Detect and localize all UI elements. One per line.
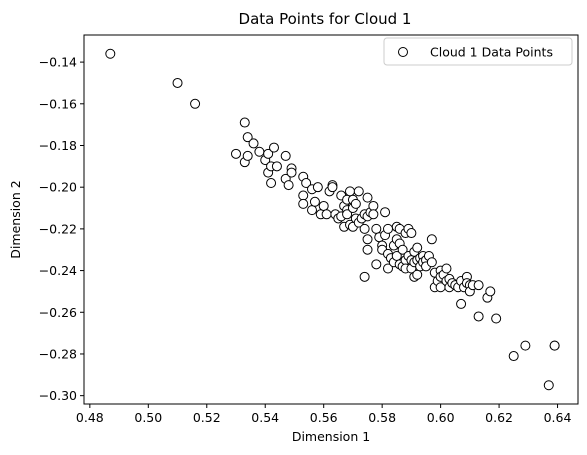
x-tick-label: 0.56 bbox=[310, 410, 338, 425]
data-point bbox=[485, 286, 496, 297]
data-point bbox=[312, 182, 323, 193]
x-axis-ticks: 0.48 0.50 0.52 0.54 0.56 0.58 0.60 0.62 0.64 bbox=[76, 404, 572, 425]
data-point bbox=[371, 223, 382, 234]
data-point bbox=[520, 340, 531, 351]
data-point bbox=[263, 148, 274, 159]
data-point bbox=[426, 257, 437, 268]
data-point bbox=[283, 180, 294, 191]
x-tick-label: 0.64 bbox=[544, 410, 572, 425]
data-point bbox=[239, 117, 250, 128]
data-point bbox=[368, 209, 379, 220]
data-point bbox=[362, 192, 373, 203]
data-point bbox=[549, 340, 560, 351]
x-tick-label: 0.60 bbox=[427, 410, 455, 425]
data-point bbox=[254, 146, 265, 157]
data-point bbox=[359, 271, 370, 282]
data-point bbox=[362, 234, 373, 245]
data-point bbox=[269, 142, 279, 153]
y-axis-ticks: −0.14 −0.16 −0.18 −0.20 −0.22 −0.24 −0.26 −0.28… bbox=[39, 55, 84, 403]
data-point bbox=[266, 178, 277, 189]
data-point bbox=[508, 351, 519, 362]
y-tick-label: −0.22 bbox=[39, 221, 77, 236]
data-point bbox=[309, 196, 320, 207]
x-tick-label: 0.58 bbox=[368, 410, 396, 425]
data-point bbox=[359, 223, 370, 234]
y-tick-label: −0.30 bbox=[39, 388, 77, 403]
data-point bbox=[301, 178, 312, 189]
x-tick-label: 0.48 bbox=[76, 410, 104, 425]
y-tick-label: −0.20 bbox=[39, 180, 77, 195]
data-point bbox=[412, 242, 423, 253]
legend-label: Cloud 1 Data Points bbox=[430, 45, 553, 60]
y-axis-label: Dimension 2 bbox=[8, 180, 23, 258]
data-point bbox=[380, 207, 391, 218]
data-point bbox=[383, 263, 393, 274]
data-point bbox=[342, 209, 353, 220]
x-tick-label: 0.52 bbox=[193, 410, 221, 425]
y-tick-label: −0.26 bbox=[39, 305, 77, 320]
data-point bbox=[271, 161, 282, 172]
data-point bbox=[371, 259, 382, 270]
plot-area bbox=[83, 34, 579, 405]
x-tick-label: 0.50 bbox=[134, 410, 162, 425]
data-point bbox=[280, 150, 291, 161]
y-tick-label: −0.16 bbox=[39, 96, 77, 111]
data-point bbox=[412, 269, 423, 280]
y-tick-label: −0.14 bbox=[39, 55, 77, 70]
x-tick-label: 0.54 bbox=[251, 410, 279, 425]
data-point bbox=[286, 167, 297, 178]
data-point bbox=[231, 148, 241, 159]
data-point bbox=[362, 244, 373, 255]
data-point bbox=[248, 138, 259, 149]
data-point bbox=[298, 190, 309, 201]
data-point bbox=[105, 48, 116, 59]
data-point bbox=[368, 200, 379, 211]
data-point bbox=[473, 280, 484, 291]
data-point bbox=[307, 205, 317, 216]
legend-marker bbox=[398, 47, 408, 57]
data-point bbox=[383, 223, 393, 234]
data-point bbox=[491, 313, 502, 324]
data-point bbox=[242, 132, 253, 143]
data-point bbox=[406, 228, 417, 239]
legend-box bbox=[383, 37, 573, 66]
data-point bbox=[473, 311, 484, 322]
y-tick-label: −0.18 bbox=[39, 138, 77, 153]
data-point bbox=[441, 263, 452, 274]
data-point bbox=[353, 186, 364, 197]
data-point bbox=[327, 182, 338, 193]
data-point bbox=[298, 198, 309, 209]
y-tick-label: −0.24 bbox=[39, 263, 77, 278]
legend: Cloud 1 Data Points bbox=[383, 37, 573, 66]
data-point bbox=[456, 298, 467, 309]
data-point bbox=[426, 234, 437, 245]
data-point bbox=[543, 380, 554, 391]
data-point bbox=[345, 186, 355, 197]
data-point bbox=[242, 150, 253, 161]
data-point bbox=[318, 200, 329, 211]
data-point bbox=[350, 198, 361, 209]
data-point bbox=[321, 209, 332, 220]
points-layer bbox=[105, 48, 560, 391]
data-point bbox=[397, 244, 408, 255]
data-point bbox=[172, 77, 183, 88]
data-point bbox=[190, 98, 201, 109]
x-axis-label: Dimension 1 bbox=[292, 429, 370, 444]
x-tick-label: 0.62 bbox=[485, 410, 513, 425]
chart-title: Data Points for Cloud 1 bbox=[239, 10, 412, 28]
y-tick-label: −0.28 bbox=[39, 346, 77, 361]
